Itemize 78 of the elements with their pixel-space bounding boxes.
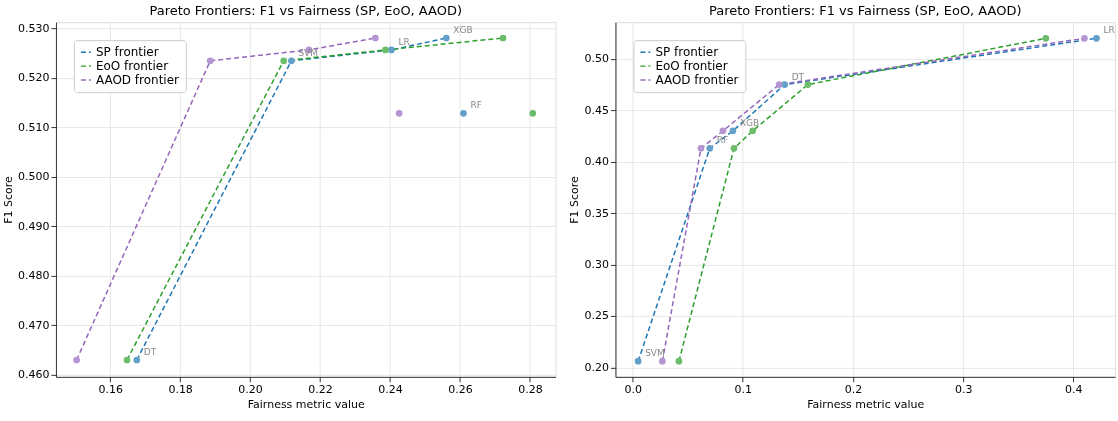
point	[749, 127, 757, 135]
y-axis-title: F1 Score	[2, 175, 15, 224]
point	[1093, 34, 1100, 42]
point	[729, 127, 737, 135]
point	[775, 81, 783, 88]
x-axis-title: Fairness metric value	[247, 398, 365, 412]
point	[280, 57, 288, 65]
x-axis-title: Fairness metric value	[807, 398, 925, 412]
y-tick-label: 0.530	[18, 21, 50, 35]
annotation: DT	[791, 71, 805, 82]
legend-label: AAOD frontier	[95, 73, 180, 88]
y-tick-label: 0.35	[584, 206, 609, 220]
annotation: SVM	[645, 348, 665, 359]
point	[730, 145, 738, 152]
point	[371, 34, 379, 42]
y-axis-title: F1 Score	[568, 175, 582, 224]
y-tick-label: 0.460	[18, 368, 50, 382]
y-tick-label: 0.520	[18, 71, 50, 85]
x-tick-label: 0.16	[98, 383, 123, 397]
point	[133, 356, 141, 364]
point	[288, 57, 295, 65]
point	[1081, 34, 1088, 42]
point	[781, 81, 789, 88]
point	[499, 34, 507, 42]
y-tick-label: 0.50	[584, 52, 609, 66]
x-tick-label: 0.0	[624, 383, 642, 397]
y-tick-label: 0.510	[18, 120, 50, 134]
annotation: RF	[716, 135, 729, 146]
point	[395, 109, 403, 117]
annotation: LR	[398, 36, 410, 47]
point	[706, 145, 714, 152]
point	[382, 46, 389, 54]
x-tick-label: 0.24	[378, 383, 403, 397]
x-tick-label: 0.28	[518, 383, 543, 397]
point	[697, 145, 705, 152]
y-tick-label: 0.470	[18, 318, 50, 332]
legend-label: EoO frontier	[655, 59, 728, 74]
x-tick-label: 0.26	[448, 383, 473, 397]
point	[659, 357, 666, 365]
legend-label: SP frontier	[95, 45, 159, 60]
y-tick-label: 0.500	[18, 170, 50, 184]
legend-label: AAOD frontier	[655, 73, 739, 88]
y-tick-label: 0.25	[584, 309, 609, 323]
x-tick-label: 0.1	[734, 383, 753, 397]
point	[719, 127, 727, 135]
annotation: DT	[143, 347, 157, 358]
x-tick-label: 0.4	[1065, 383, 1083, 397]
chart-title: Pareto Frontiers: F1 vs Fairness (SP, EoO, AAOD)	[708, 3, 1022, 19]
point	[206, 57, 214, 65]
point	[529, 109, 537, 117]
y-tick-label: 0.480	[18, 269, 50, 283]
y-tick-label: 0.30	[584, 258, 609, 272]
annotation: XGB	[453, 25, 473, 36]
point	[1042, 34, 1050, 42]
y-tick-label: 0.20	[584, 360, 609, 374]
y-tick-label: 0.490	[18, 219, 50, 233]
y-tick-label: 0.40	[584, 155, 609, 169]
point	[443, 34, 450, 42]
annotation: LR	[1103, 25, 1115, 36]
x-tick-label: 0.3	[954, 383, 973, 397]
point	[73, 356, 80, 364]
point	[460, 109, 467, 117]
x-tick-label: 0.22	[308, 383, 333, 397]
annotation: RF	[470, 100, 482, 111]
y-tick-label: 0.45	[584, 103, 609, 117]
point	[634, 357, 642, 365]
x-tick-label: 0.2	[844, 383, 863, 397]
annotation: SVM	[298, 47, 318, 58]
x-tick-label: 0.20	[238, 383, 263, 397]
point	[675, 357, 683, 365]
point	[804, 81, 812, 88]
point	[123, 356, 131, 364]
legend-label: EoO frontier	[95, 59, 169, 74]
legend-label: SP frontier	[655, 45, 719, 60]
point	[388, 46, 395, 54]
annotation: XGB	[739, 117, 760, 128]
x-tick-label: 0.18	[168, 383, 193, 397]
chart-title: Pareto Frontiers: F1 vs Fairness (SP, EoO, AAOD)	[149, 3, 462, 19]
